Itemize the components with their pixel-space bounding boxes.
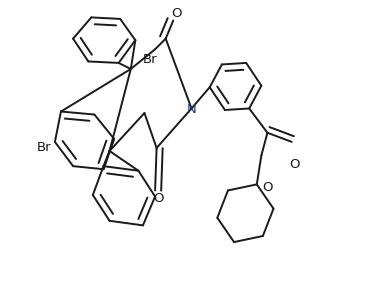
Text: Br: Br — [37, 142, 52, 154]
Text: N: N — [187, 103, 196, 117]
Text: Br: Br — [143, 53, 158, 66]
Text: O: O — [262, 181, 273, 194]
Text: O: O — [171, 7, 182, 20]
Text: O: O — [153, 192, 163, 205]
Text: O: O — [290, 158, 300, 171]
